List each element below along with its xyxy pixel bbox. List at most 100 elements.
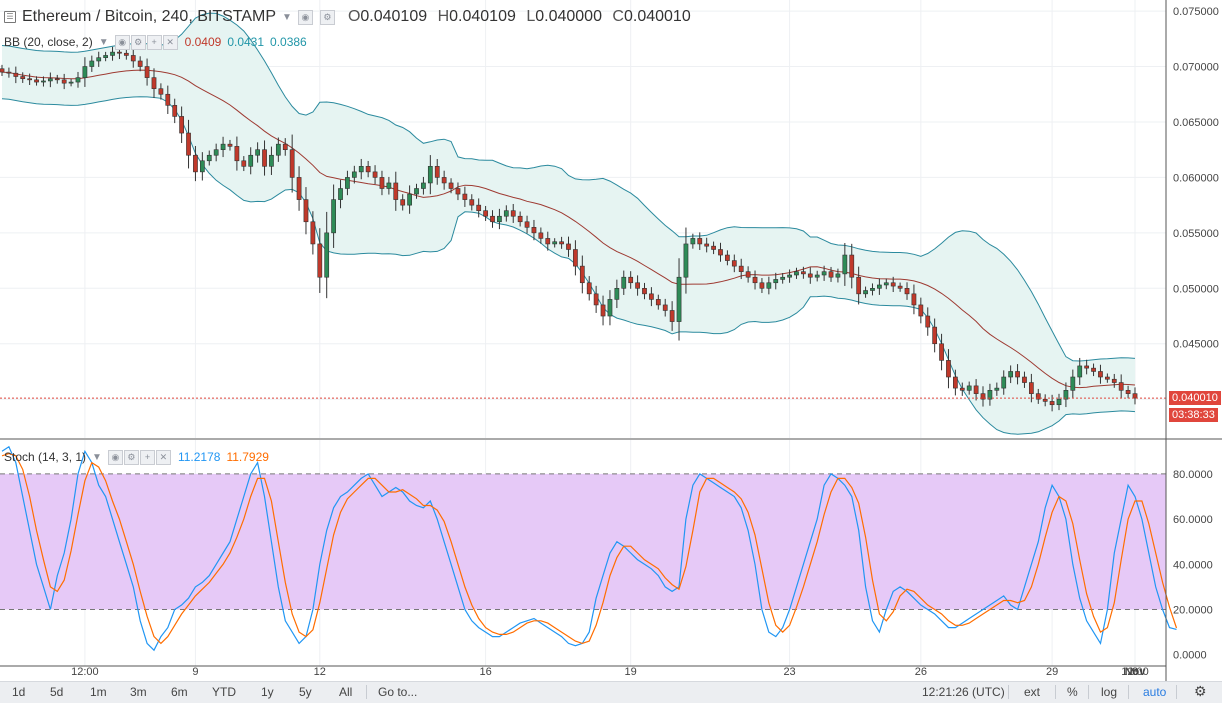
- toolbar-divider: [366, 685, 367, 699]
- symbol-title[interactable]: Ethereum / Bitcoin, 240, BITSTAMP: [22, 8, 277, 25]
- chevron-down-icon[interactable]: ▼: [98, 36, 109, 48]
- candle: [282, 138, 288, 156]
- candle: [503, 205, 509, 222]
- candle: [469, 194, 475, 211]
- candle-body: [289, 149, 295, 178]
- y-tick-label: 20.0000: [1173, 605, 1213, 617]
- candle-body: [621, 276, 627, 289]
- candle: [269, 146, 274, 175]
- candle-body: [1098, 371, 1103, 378]
- candle: [227, 139, 233, 151]
- candle-body: [448, 182, 454, 189]
- candle-body: [1049, 401, 1055, 406]
- candle-body: [1125, 390, 1131, 394]
- ohlc-high-value: 0.040109: [449, 8, 516, 25]
- range-1y[interactable]: 1y: [261, 685, 274, 699]
- range-all[interactable]: All: [339, 685, 353, 699]
- candle: [1063, 382, 1069, 408]
- candle: [1022, 371, 1027, 388]
- gear-icon[interactable]: ⚙: [130, 35, 146, 50]
- close-icon[interactable]: ✕: [162, 35, 178, 50]
- percent-toggle[interactable]: %: [1067, 685, 1078, 699]
- candle: [220, 136, 226, 158]
- candle-body: [559, 241, 564, 245]
- candle-body: [552, 241, 558, 245]
- candle: [953, 369, 958, 396]
- candle: [628, 271, 634, 289]
- x-tick-label: 9: [192, 666, 198, 678]
- settings-gear-icon[interactable]: ⚙: [1194, 683, 1207, 699]
- candle-body: [427, 166, 433, 184]
- add-icon[interactable]: +: [139, 450, 155, 465]
- add-icon[interactable]: +: [146, 35, 162, 50]
- candle: [372, 165, 378, 185]
- series-menu-icon[interactable]: ☰: [4, 11, 16, 23]
- candle-body: [738, 265, 744, 272]
- range-3m[interactable]: 3m: [130, 685, 147, 699]
- chevron-down-icon[interactable]: ▼: [282, 11, 292, 23]
- candle-body: [731, 260, 737, 267]
- bb-legend: BB (20, close, 2) ▼ ◉ ⚙ + ✕ 0.0409 0.0431 0…: [4, 34, 307, 50]
- candle-body: [973, 385, 979, 394]
- candle-body: [400, 199, 406, 206]
- price-pane[interactable]: 0.075000 0.070000 0.065000 0.060000 0.055000…: [0, 0, 1222, 440]
- log-toggle[interactable]: log: [1101, 685, 1118, 699]
- candle-body: [1132, 393, 1138, 399]
- ext-toggle[interactable]: ext: [1024, 685, 1041, 699]
- candle: [13, 66, 19, 84]
- candle-body: [614, 288, 620, 300]
- candle: [939, 333, 944, 371]
- candle: [61, 73, 67, 90]
- candle-body: [531, 227, 537, 234]
- eye-icon[interactable]: ◉: [107, 450, 123, 465]
- candle-body: [179, 116, 184, 134]
- candle: [566, 236, 571, 257]
- y-tick-label: 0.045000: [1173, 339, 1219, 351]
- candle-body: [545, 238, 551, 245]
- candle-body: [579, 265, 585, 284]
- candle: [725, 250, 730, 266]
- ohlc-low-value: 0.040000: [535, 8, 602, 25]
- candle-body: [814, 274, 820, 278]
- candle-body: [946, 360, 951, 378]
- candle-body: [34, 79, 39, 83]
- candle: [1125, 385, 1131, 399]
- gear-icon[interactable]: ⚙: [319, 9, 335, 25]
- candle-body: [227, 143, 233, 147]
- range-6m[interactable]: 6m: [171, 685, 188, 699]
- candle-body: [296, 177, 302, 200]
- stoch-label[interactable]: Stoch (14, 3, 1): [4, 450, 87, 464]
- candle-body: [1042, 398, 1048, 402]
- range-1m[interactable]: 1m: [90, 685, 107, 699]
- x-tick-label: 29: [1046, 666, 1058, 678]
- close-icon[interactable]: ✕: [155, 450, 171, 465]
- bb-basis-line: [1, 69, 1136, 389]
- eye-icon[interactable]: ◉: [114, 35, 130, 50]
- range-5y[interactable]: 5y: [299, 685, 312, 699]
- candle-body: [635, 282, 640, 289]
- candle: [593, 285, 599, 313]
- candle-body: [462, 193, 468, 200]
- candle-body: [959, 387, 965, 391]
- eye-icon[interactable]: ◉: [297, 9, 313, 25]
- candle-body: [586, 282, 592, 295]
- bb-label[interactable]: BB (20, close, 2): [4, 35, 93, 49]
- candle: [1035, 388, 1041, 404]
- candle-body: [89, 60, 95, 67]
- range-1d[interactable]: 1d: [12, 685, 26, 699]
- range-ytd[interactable]: YTD: [212, 685, 236, 699]
- candle: [89, 55, 95, 72]
- auto-toggle[interactable]: auto: [1143, 685, 1167, 699]
- chevron-down-icon[interactable]: ▼: [92, 451, 102, 463]
- gear-icon[interactable]: ⚙: [123, 450, 139, 465]
- candle-body: [690, 238, 696, 245]
- range-5d[interactable]: 5d: [50, 685, 64, 699]
- clock-readout[interactable]: 12:21:26 (UTC): [922, 685, 1005, 699]
- goto-button[interactable]: Go to...: [378, 685, 418, 699]
- candle: [807, 267, 813, 284]
- y-tick-label: 60.0000: [1173, 514, 1213, 526]
- candle: [234, 136, 240, 171]
- candle-body: [856, 276, 862, 295]
